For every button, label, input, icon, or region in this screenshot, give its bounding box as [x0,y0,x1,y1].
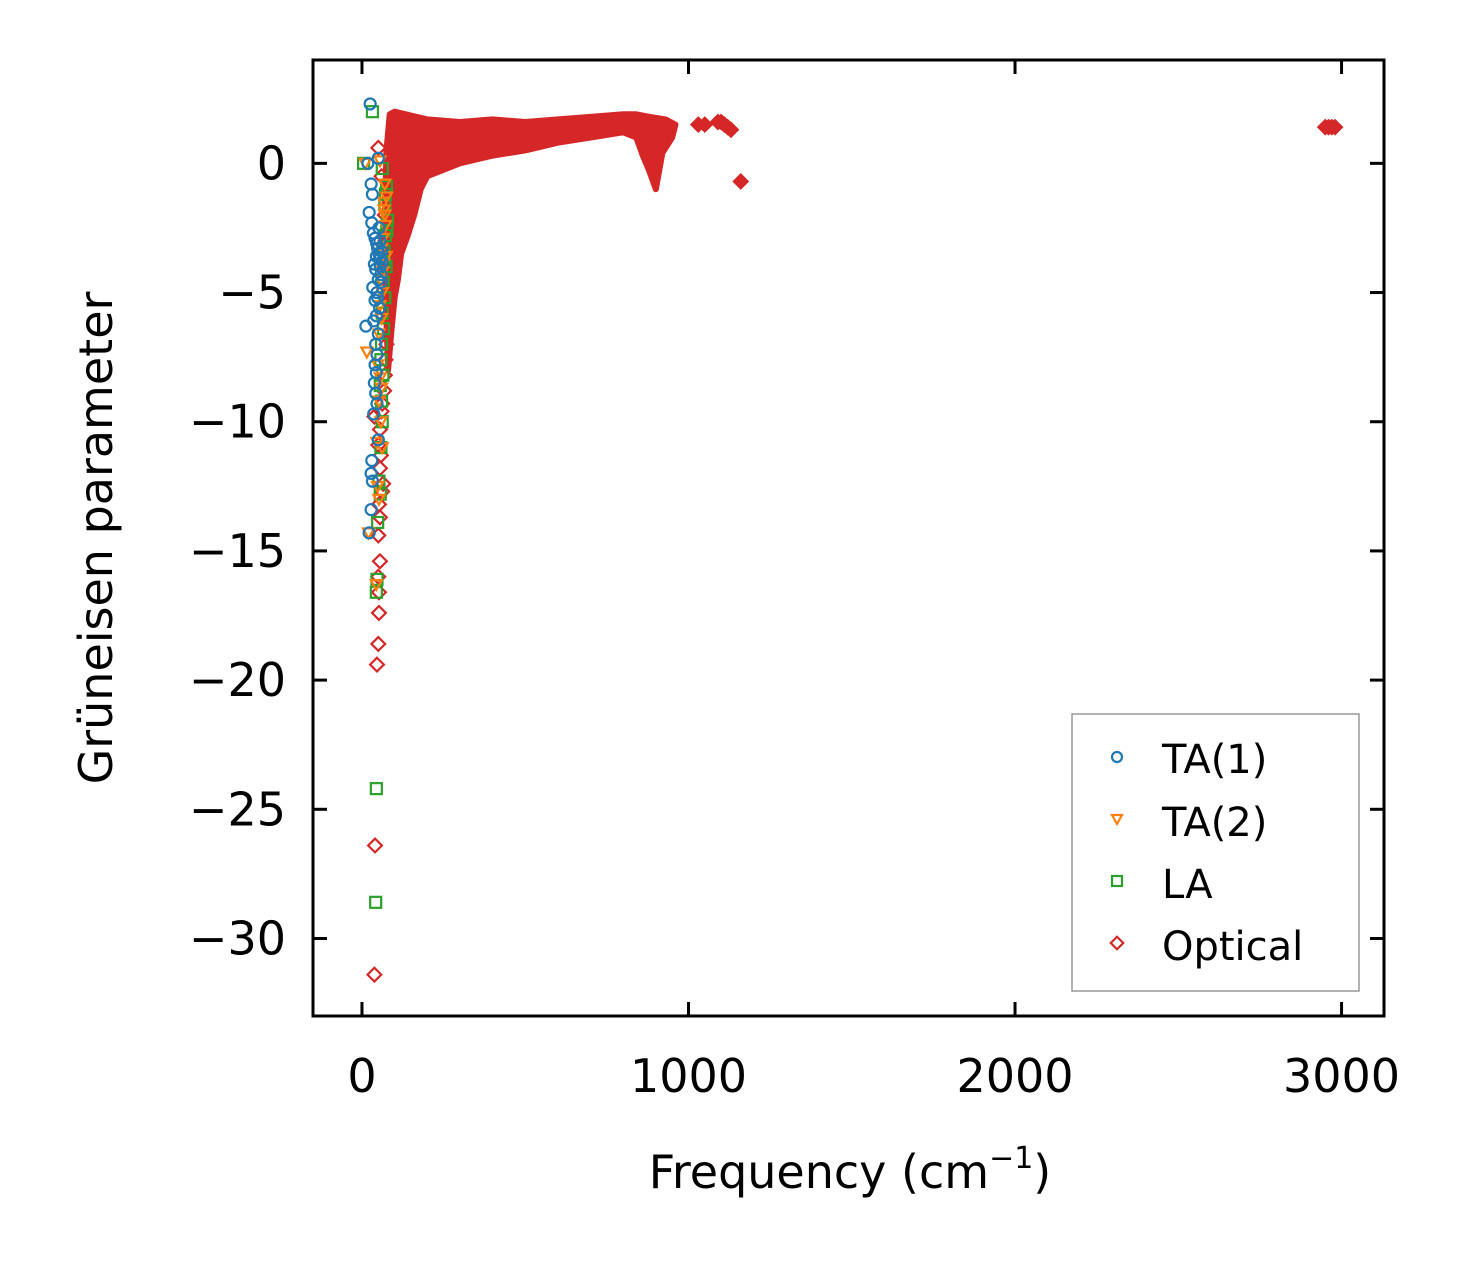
point-ta-1 [365,453,379,468]
legend: TA(1) TA(2) LA Optical [1071,713,1360,992]
point-optical [378,335,395,353]
point-la [369,782,383,796]
point-ta-1 [368,358,382,372]
point-optical [371,552,389,570]
point-ta-1 [363,97,377,111]
x-tick-label: 1000 [630,1049,747,1103]
legend-label-ta1: TA(1) [1161,737,1267,783]
point-optical [379,284,397,301]
point-ta-2 [377,178,393,192]
point-ta-1 [372,221,386,235]
x-tick-label: 0 [347,1049,376,1103]
point-ta-2 [371,493,387,508]
point-optical [369,139,387,157]
legend-label-ta2: TA(2) [1161,800,1267,846]
point-optical [369,635,387,653]
point-ta-2 [368,579,384,593]
y-tick-label: −5 [218,266,286,320]
point-ta-2 [359,346,375,360]
point-ta-1 [364,502,378,517]
point-ta-1 [367,407,381,421]
point-optical [696,116,714,134]
axis-ticks [313,60,1384,1016]
point-la [371,515,385,530]
point-ta-1 [372,247,386,261]
point-optical [370,604,388,622]
point-ta-1 [359,319,373,333]
point-ta-1 [364,466,378,481]
point-ta-1 [373,260,387,274]
y-tick-label: −15 [189,524,286,578]
point-ta-2 [376,196,391,210]
point-optical [368,656,386,674]
x-tick-label: 3000 [1283,1049,1400,1103]
y-tick-label: 0 [257,136,286,190]
plot-area [357,97,1344,984]
point-ta-1 [362,205,376,220]
point-optical [732,173,750,190]
point-optical [722,121,740,139]
legend-marker-optical [1109,935,1125,951]
legend-marker-la [1110,874,1124,888]
y-tick-label: −25 [189,782,286,836]
point-la [365,105,380,119]
y-tick-label: −30 [189,911,286,965]
point-ta-2 [373,416,389,430]
y-tick-label: −10 [189,395,286,449]
point-ta-1 [362,526,376,540]
point-optical [1326,118,1344,136]
point-ta-1 [371,291,385,305]
x-tick-label: 2000 [956,1049,1073,1103]
point-optical [366,837,384,854]
axes-frame [311,58,1386,1018]
legend-label-la: LA [1162,862,1213,908]
point-ta-1 [371,151,385,165]
point-ta-2 [377,209,393,223]
point-optical [371,508,389,526]
series-ta-2 [357,155,394,593]
legend-marker-ta-1 [1110,750,1124,764]
y-axis-title: Grüneisen parameter [69,291,123,784]
series-ta-1 [359,97,389,540]
point-ta-1 [371,433,385,447]
point-ta-1 [364,177,378,191]
legend-label-optical: Optical [1162,924,1303,970]
point-la [369,585,383,599]
point-ta-1 [365,474,380,488]
x-tick-labels: 0 1000 2000 3000 [347,1049,1400,1103]
y-tick-labels: 0 −5 −10 −15 −20 −25 −30 [189,136,286,965]
point-ta-1 [374,275,388,289]
point-ta-1 [361,156,375,170]
optical-dense-band [381,108,679,374]
legend-marker-ta-2 [1110,813,1124,827]
point-optical [370,583,388,601]
x-axis-title: Frequency (cm−1) [649,1141,1052,1199]
point-optical [365,966,383,984]
y-tick-label: −20 [189,653,286,707]
point-la [369,895,383,909]
x-axis-title-superscript: −1 [989,1141,1033,1176]
point-ta-1 [365,187,380,201]
